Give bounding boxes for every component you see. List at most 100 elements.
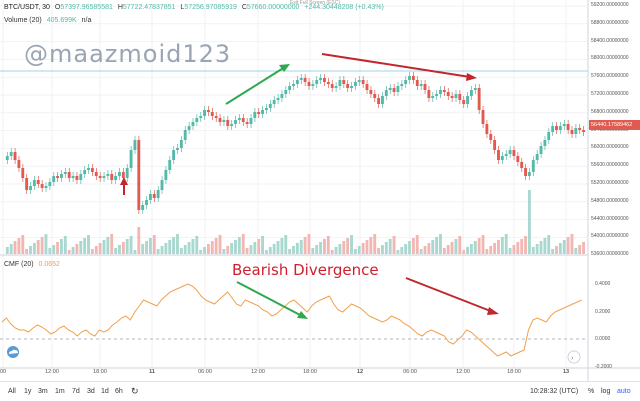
date-range-icon[interactable]: ↻: [131, 386, 139, 396]
volume-bar: [75, 244, 79, 254]
volume-bar: [118, 245, 121, 254]
range-3d-button[interactable]: 3d: [87, 388, 95, 395]
time-axis-tick: 06:00: [198, 369, 212, 375]
candle-body: [292, 84, 295, 86]
scroll-right-button[interactable]: ›: [567, 350, 581, 364]
candle-body: [195, 118, 199, 122]
candle-body: [230, 124, 234, 126]
candle-body: [137, 140, 141, 210]
volume-bar: [303, 237, 307, 254]
price-axis-tick: 56800.00000000: [591, 108, 629, 115]
volume-bar: [423, 246, 427, 254]
auto-toggle[interactable]: auto: [617, 388, 631, 395]
volume-bar: [203, 247, 206, 254]
candle-body: [404, 80, 408, 84]
candle-body: [543, 140, 547, 146]
volume-bar: [446, 245, 450, 254]
candle-body: [566, 124, 570, 130]
cmf-line[interactable]: [1, 283, 582, 357]
time-axis-tick: 12:00: [45, 369, 59, 375]
candle-body: [411, 76, 415, 80]
volume-bar: [295, 243, 299, 254]
chart-canvas[interactable]: ›: [0, 0, 640, 381]
candle-body: [114, 176, 118, 180]
candle-body: [423, 84, 427, 90]
price-axis-tick: 54400.00000000: [591, 215, 629, 222]
volume-bar: [129, 236, 133, 254]
candle-body: [539, 146, 543, 154]
volume-bar: [531, 247, 535, 254]
volume-bar: [257, 239, 261, 254]
candle-body: [419, 84, 423, 86]
candle-body: [118, 172, 121, 176]
price-axis-tick: 54800.00000000: [591, 197, 629, 204]
volume-bar: [574, 248, 578, 254]
candle-body: [94, 172, 98, 176]
candle-body: [160, 180, 164, 190]
cloud-icon[interactable]: [7, 346, 19, 358]
time-axis-tick: 18:00: [507, 369, 521, 375]
candle-body: [36, 180, 40, 184]
volume-bar: [87, 235, 90, 254]
candle-body: [56, 176, 60, 178]
volume-label[interactable]: Volume (20): [4, 17, 42, 24]
candle-body: [481, 110, 485, 124]
volume-bar: [566, 237, 570, 254]
volume-bar: [141, 244, 145, 254]
volume-bar: [114, 248, 118, 254]
volume-bar: [206, 244, 210, 254]
candle-body: [388, 88, 392, 90]
volume-bar: [504, 234, 508, 254]
volume-bar: [29, 246, 32, 254]
volume-bar: [17, 238, 21, 254]
volume-bar: [481, 235, 485, 254]
volume-bar: [582, 242, 585, 254]
candlesticks[interactable]: [5, 72, 585, 214]
price-axis-tick: 55200.00000000: [591, 180, 629, 186]
volume-bar: [311, 248, 315, 254]
volume-bar: [98, 243, 102, 254]
volume-bar: [253, 242, 257, 254]
candle-body: [415, 80, 419, 86]
candle-body: [361, 80, 365, 84]
candle-body: [29, 186, 32, 190]
volume-bar: [102, 240, 106, 254]
green-arrow-cmf: [236, 281, 308, 319]
volume-bar: [524, 236, 527, 254]
candle-body: [508, 150, 512, 154]
log-toggle[interactable]: log: [601, 388, 611, 395]
range-3m-button[interactable]: 3m: [38, 388, 48, 395]
candle-body: [71, 176, 75, 178]
range-1y-button[interactable]: 1y: [24, 388, 32, 395]
range-all-button[interactable]: All: [8, 388, 16, 395]
time-axis-tick: 00: [0, 369, 7, 375]
cmf-legend: CMF (20) 0.0652: [4, 261, 63, 268]
candle-body: [365, 84, 369, 90]
close-value: 57660.00000000: [246, 4, 300, 11]
percent-toggle[interactable]: %: [588, 388, 595, 395]
volume-bar: [361, 243, 365, 254]
svg-text:›: ›: [571, 355, 574, 362]
range-1m-button[interactable]: 1m: [55, 388, 65, 395]
price-axis-tick: 57600.00000000: [591, 73, 629, 80]
range-7d-button[interactable]: 7d: [72, 388, 80, 395]
candle-body: [454, 94, 458, 98]
volume-bar: [415, 235, 419, 254]
candle-body: [210, 112, 214, 116]
volume-bar: [485, 249, 489, 254]
candle-body: [516, 156, 520, 162]
chart-grid: [0, 0, 588, 368]
range-6h-button[interactable]: 6h: [115, 388, 123, 395]
candle-body: [67, 172, 71, 178]
red-arrow-down: [321, 53, 477, 81]
symbol-label[interactable]: BTC/USDT, 30: [4, 4, 50, 11]
time-axis-tick: 11: [149, 369, 155, 375]
volume-bar: [133, 250, 137, 254]
cmf-label[interactable]: CMF (20): [4, 261, 34, 268]
candle-body: [280, 94, 284, 98]
candle-body: [512, 150, 516, 156]
candle-body: [121, 172, 125, 178]
volume-bar: [323, 239, 326, 254]
range-1d-button[interactable]: 1d: [101, 388, 109, 395]
candle-body: [75, 176, 79, 180]
